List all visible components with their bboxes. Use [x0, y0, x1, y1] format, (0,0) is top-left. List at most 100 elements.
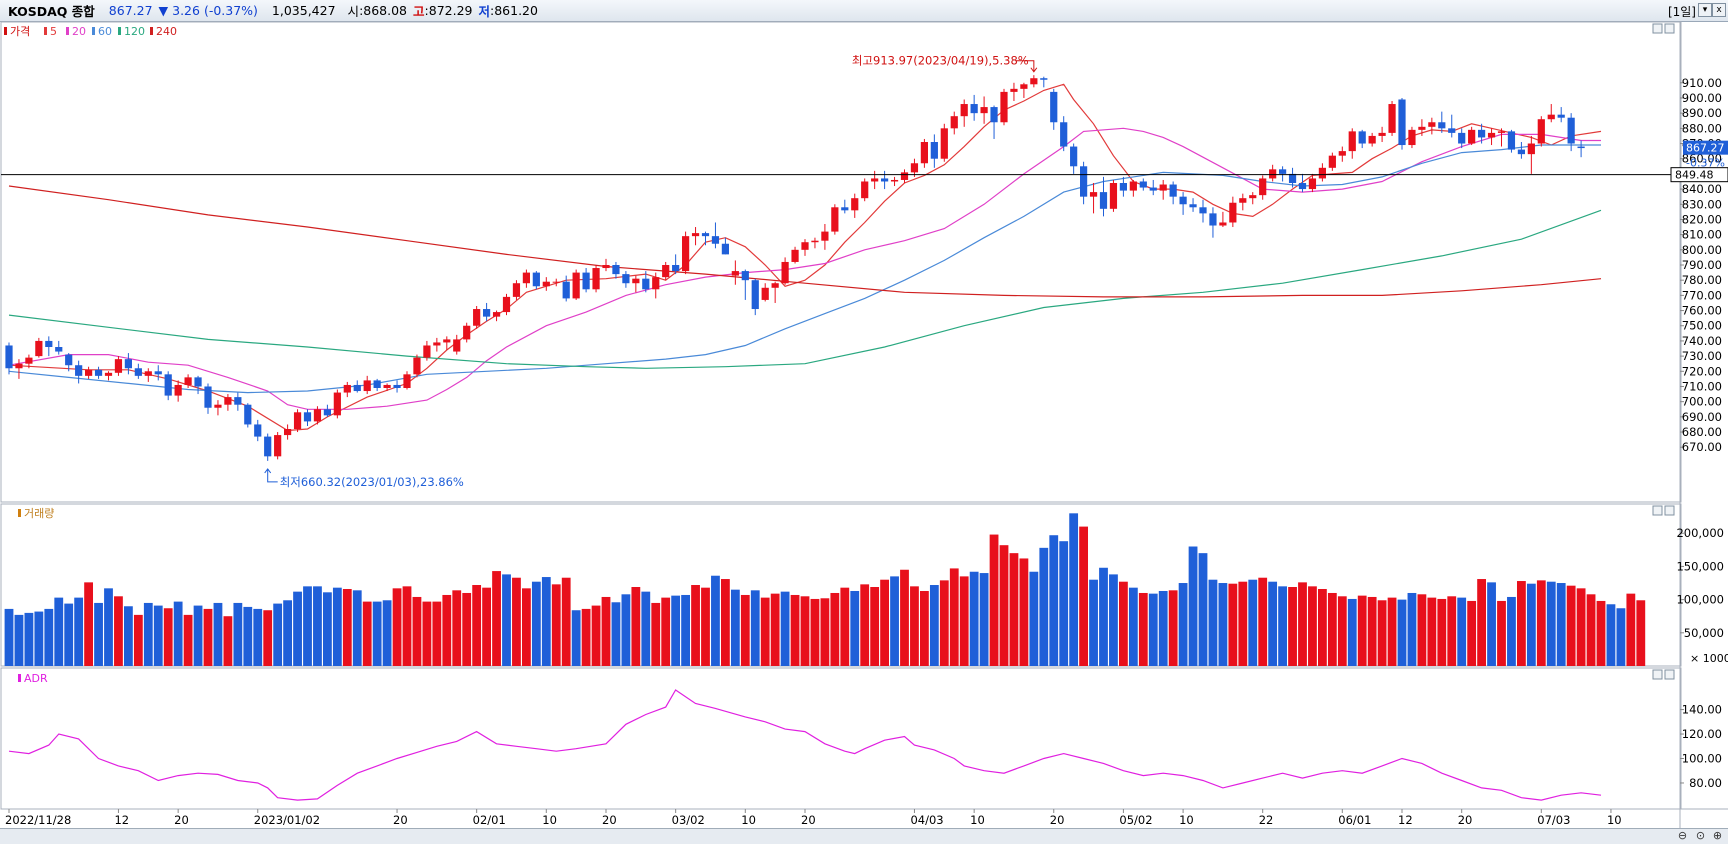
candle-body [622, 274, 630, 284]
zoom-reset-icon[interactable]: ⊙ [1695, 829, 1706, 842]
x-tick-label: 10 [1179, 813, 1194, 827]
x-tick-label: 20 [393, 813, 408, 827]
candle-body [532, 272, 540, 287]
high-label: 고 [413, 4, 425, 19]
candle-body [572, 272, 580, 299]
candle [363, 375, 371, 395]
price-legend: 가격 5 20 60 120 240 [4, 25, 177, 38]
volume-bar [223, 616, 233, 666]
candle-body [383, 384, 391, 388]
candle [1537, 116, 1545, 147]
candle [572, 269, 580, 300]
candle-body [1279, 169, 1287, 174]
candle [1458, 128, 1466, 149]
candle [582, 268, 590, 293]
period-selector[interactable]: [1일] [1667, 5, 1696, 19]
candle-body [940, 128, 948, 159]
candle-body [1229, 202, 1237, 223]
zoom-in-icon[interactable]: ⊕ [1712, 829, 1723, 842]
candle-body [771, 283, 779, 288]
volume-bar [392, 588, 402, 666]
candle [1050, 88, 1058, 130]
candle [15, 359, 23, 379]
candle [592, 265, 600, 293]
minimize-button[interactable]: ▾ [1698, 3, 1712, 17]
candle-body [403, 374, 411, 388]
volume-bar [1377, 600, 1387, 666]
volume-bar [1616, 608, 1626, 666]
candle [622, 271, 630, 288]
candle [174, 380, 182, 402]
ma240-legend-label: 240 [156, 25, 177, 38]
volume-bar [382, 600, 392, 666]
candle [1348, 128, 1356, 159]
adr-panel-close[interactable] [1664, 669, 1675, 680]
candle-body [1269, 169, 1277, 179]
price-tick-label: 770.00 [1682, 288, 1722, 302]
volume-bar [173, 601, 183, 666]
volume-bar [1407, 592, 1417, 666]
candle-body [602, 265, 610, 269]
candle [672, 254, 680, 275]
candle-body [1050, 91, 1058, 123]
bottom-scrollbar[interactable] [0, 828, 1728, 844]
candle-body [1209, 213, 1217, 226]
candle [642, 271, 650, 293]
candle-body [144, 371, 152, 376]
candle-body [333, 392, 341, 416]
volume-bar [492, 571, 501, 666]
price-tick-label: 760.00 [1682, 304, 1722, 318]
adr-panel-minimize[interactable] [1652, 669, 1663, 680]
candle-body [761, 287, 769, 300]
adr-tick-label: 120.00 [1682, 727, 1722, 741]
volume-bar [691, 585, 700, 666]
zoom-out-icon[interactable]: ⊖ [1677, 829, 1688, 842]
candle [1109, 179, 1118, 212]
candle [930, 134, 938, 168]
volume-bar [651, 602, 661, 666]
current-price: 867.27 [108, 3, 153, 18]
candle [1388, 101, 1396, 136]
volume-bar [143, 602, 153, 666]
price-panel-buttons[interactable] [1652, 23, 1675, 680]
candle [1438, 111, 1446, 133]
volume-bar [124, 606, 133, 666]
volume-bar [1099, 567, 1108, 666]
volume-bar [1218, 583, 1228, 666]
x-tick-label: 20 [801, 813, 816, 827]
candle-body [890, 179, 899, 182]
volume-bar [1606, 604, 1616, 666]
volume-bar [452, 590, 462, 666]
volume-bar [1069, 513, 1079, 666]
volume-panel-close[interactable] [1664, 505, 1675, 516]
candle-body [1468, 129, 1476, 144]
volume-bar [1626, 593, 1636, 666]
candle [1099, 176, 1108, 217]
volume-legend: 거래량 [18, 507, 54, 520]
reference-line-label: 849.48 [1675, 169, 1714, 182]
volume-bar [1318, 588, 1327, 666]
volume-bar [442, 594, 452, 666]
price-panel-close[interactable] [1664, 23, 1675, 34]
volume-bar [1576, 588, 1586, 666]
volume-panel-minimize[interactable] [1652, 505, 1663, 516]
x-tick-label: 2022/11/28 [5, 813, 71, 827]
candle [403, 371, 411, 390]
candle-body [373, 380, 381, 388]
candle-body [552, 281, 560, 283]
volume-bar [1357, 595, 1367, 666]
candle-body [1537, 119, 1545, 144]
volume-bar [24, 612, 34, 666]
candle-body [453, 339, 461, 352]
volume-bar [253, 608, 263, 666]
candle [423, 340, 431, 361]
candle-body [293, 412, 302, 429]
candle [75, 360, 83, 384]
close-button[interactable]: x [1712, 3, 1726, 17]
candle [791, 246, 799, 264]
price-panel-minimize[interactable] [1652, 23, 1663, 34]
candle [1139, 178, 1147, 191]
candle-body [642, 278, 650, 290]
volume-bar [591, 605, 601, 666]
